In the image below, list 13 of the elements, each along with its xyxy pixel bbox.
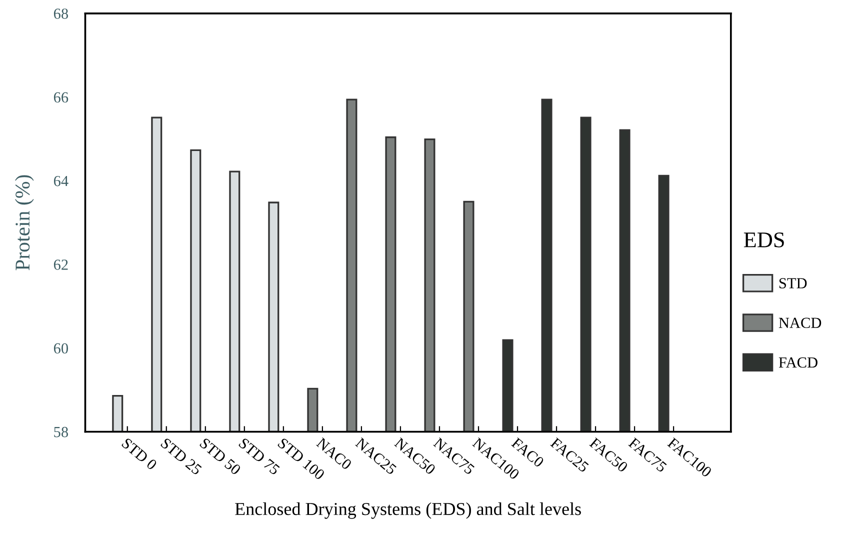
y-tick-label: 60 (54, 343, 68, 354)
y-axis-title: Protein (%) (14, 175, 34, 270)
y-tick-label: 68 (54, 8, 68, 19)
y-tick-label: 62 (54, 260, 68, 270)
x-tick-label: STD 0 (121, 438, 158, 470)
legend-label: FACD (778, 357, 818, 368)
y-tick-label: 64 (54, 176, 68, 186)
legend-title: EDS (744, 232, 784, 248)
legend-label: STD (779, 278, 807, 288)
y-tick-label: 66 (54, 92, 68, 103)
legend-label: NACD (778, 318, 822, 328)
x-axis-title: Enclosed Drying Systems (EDS) and Salt levels (235, 502, 581, 519)
y-tick-label: 58 (54, 426, 68, 438)
